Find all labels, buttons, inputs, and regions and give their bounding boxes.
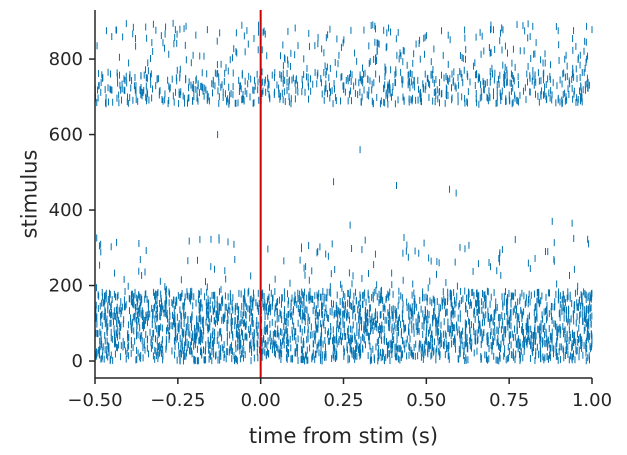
x-tick-label: 0.75 (489, 390, 529, 411)
x-axis-title: time from stim (s) (249, 424, 438, 448)
y-tick-label: 0 (72, 351, 83, 372)
y-tick-label: 400 (49, 200, 83, 221)
spike-raster (94, 19, 593, 365)
y-tick-label: 800 (49, 49, 83, 70)
y-ticks: 0 200 400 600 800 (49, 49, 95, 372)
x-tick-label: 0.00 (241, 390, 281, 411)
x-tick-label: −0.25 (150, 390, 205, 411)
x-tick-label: 0.50 (406, 390, 446, 411)
x-tick-label: 0.25 (323, 390, 363, 411)
x-ticks: −0.50 −0.25 0.00 0.25 0.50 0.75 1.00 (67, 378, 612, 411)
y-tick-label: 600 (49, 125, 83, 146)
x-tick-label: 1.00 (572, 390, 612, 411)
x-tick-label: −0.50 (67, 390, 122, 411)
y-axis-title: stimulus (17, 150, 41, 239)
y-tick-label: 200 (49, 276, 83, 297)
